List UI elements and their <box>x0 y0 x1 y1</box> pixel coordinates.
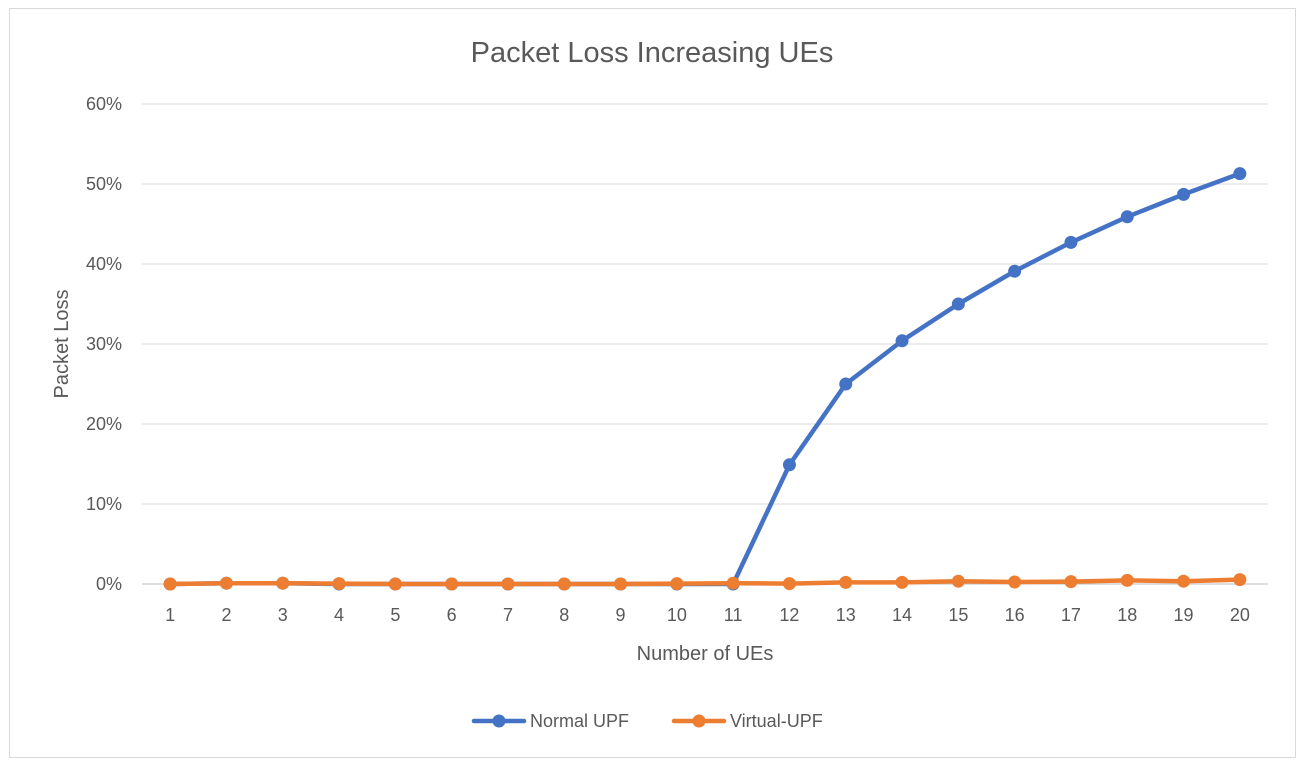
y-axis-ticks: 0% 10% 20% 30% 40% 50% 60% <box>86 94 122 594</box>
legend: Normal UPF Virtual-UPF <box>471 711 823 731</box>
series-1 <box>163 573 1247 591</box>
x-tick-label: 2 <box>221 605 231 625</box>
legend-item: Virtual-UPF <box>671 711 823 731</box>
x-axis-ticks: 1 2 3 4 5 6 7 8 9 10 11 12 13 14 15 16 17 18 19 20 <box>165 605 1250 625</box>
data-point <box>388 577 402 591</box>
x-tick-label: 8 <box>559 605 569 625</box>
data-point <box>895 575 909 589</box>
data-point <box>1008 264 1022 278</box>
x-tick-label: 1 <box>165 605 175 625</box>
x-tick-label: 13 <box>836 605 856 625</box>
x-tick-label: 4 <box>334 605 344 625</box>
data-point <box>1064 575 1078 589</box>
data-point <box>557 577 571 591</box>
data-point <box>670 577 684 591</box>
x-tick-label: 5 <box>390 605 400 625</box>
legend-label: Virtual-UPF <box>730 711 823 731</box>
data-point <box>1233 573 1247 587</box>
x-axis-label: Number of UEs <box>637 643 774 665</box>
legend-swatch-marker <box>492 714 506 728</box>
data-point <box>445 577 459 591</box>
y-axis-label: Packet Loss <box>51 290 73 399</box>
gridlines <box>142 103 1268 585</box>
legend-swatch-marker <box>692 714 706 728</box>
chart-frame <box>9 8 1296 758</box>
data-point <box>951 297 965 311</box>
y-tick-label: 30% <box>86 334 122 354</box>
x-tick-label: 9 <box>616 605 626 625</box>
y-tick-label: 10% <box>86 494 122 514</box>
x-tick-label: 3 <box>278 605 288 625</box>
series-group <box>163 167 1247 591</box>
y-tick-label: 40% <box>86 254 122 274</box>
data-point <box>219 576 233 590</box>
x-tick-label: 16 <box>1005 605 1025 625</box>
x-tick-label: 10 <box>667 605 687 625</box>
y-tick-label: 0% <box>96 574 122 594</box>
data-point <box>782 577 796 591</box>
data-point <box>1177 574 1191 588</box>
series-line <box>167 577 1243 587</box>
series-line <box>167 171 1243 587</box>
legend-label: Normal UPF <box>530 711 629 731</box>
data-point <box>839 575 853 589</box>
series-0 <box>163 167 1247 591</box>
x-tick-label: 6 <box>447 605 457 625</box>
data-point <box>501 577 515 591</box>
data-point <box>276 576 290 590</box>
x-tick-label: 18 <box>1117 605 1137 625</box>
data-point <box>951 574 965 588</box>
x-tick-label: 11 <box>724 605 743 625</box>
data-point <box>1120 573 1134 587</box>
legend-item: Normal UPF <box>471 711 629 731</box>
data-point <box>726 576 740 590</box>
y-tick-label: 20% <box>86 414 122 434</box>
x-tick-label: 12 <box>779 605 799 625</box>
data-point <box>1177 187 1191 201</box>
data-point <box>332 577 346 591</box>
data-point <box>614 577 628 591</box>
data-point <box>163 577 177 591</box>
data-point <box>1064 235 1078 249</box>
data-point <box>1233 167 1247 181</box>
data-point <box>895 334 909 348</box>
data-point <box>1120 210 1134 224</box>
data-point <box>839 377 853 391</box>
x-tick-label: 15 <box>948 605 968 625</box>
data-point <box>1008 575 1022 589</box>
y-tick-label: 60% <box>86 94 122 114</box>
y-tick-label: 50% <box>86 174 122 194</box>
data-point <box>782 458 796 472</box>
chart-title: Packet Loss Increasing UEs <box>471 37 834 69</box>
x-tick-label: 7 <box>503 605 513 625</box>
x-tick-label: 20 <box>1230 605 1250 625</box>
x-tick-label: 17 <box>1061 605 1081 625</box>
x-tick-label: 19 <box>1174 605 1194 625</box>
x-tick-label: 14 <box>892 605 912 625</box>
